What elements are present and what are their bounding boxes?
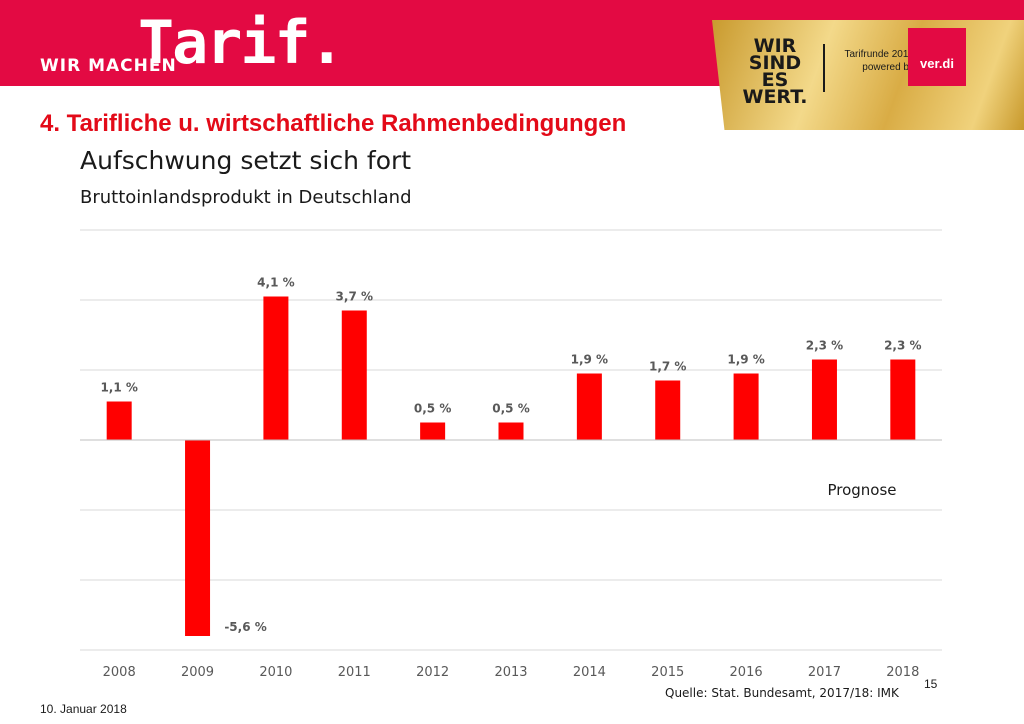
x-tick-2017: 2017 — [808, 665, 841, 680]
tarifrunde-line-1: Tarifrunde 2018 — [844, 49, 915, 60]
x-tick-2016: 2016 — [730, 665, 763, 680]
bar-2011 — [341, 310, 367, 440]
footer-date: 10. Januar 2018 — [40, 702, 127, 716]
data-label-2010: 4,1 % — [257, 276, 294, 290]
slogan-big: Tarif. — [138, 8, 345, 78]
campaign-line-2: SIND ES — [748, 52, 802, 91]
data-label-2008: 1,1 % — [100, 381, 137, 395]
chart-subtitle: Bruttoinlandsprodukt in Deutschland — [80, 187, 412, 208]
x-tick-2010: 2010 — [259, 665, 292, 680]
x-tick-2014: 2014 — [573, 665, 606, 680]
x-tick-2012: 2012 — [416, 665, 449, 680]
verdi-logo: ver.di — [908, 28, 966, 86]
bar-2013 — [498, 422, 524, 440]
data-label-2018: 2,3 % — [884, 339, 921, 353]
bar-2008 — [106, 401, 132, 440]
slogan-small: WIR MACHEN — [40, 56, 177, 76]
bar-2015 — [655, 380, 681, 440]
logo-divider — [823, 44, 825, 92]
source-note: Quelle: Stat. Bundesamt, 2017/18: IMK — [665, 686, 899, 700]
data-label-2009: -5,6 % — [224, 620, 266, 634]
tarifrunde-text: Tarifrunde 2018 powered by — [834, 48, 915, 74]
campaign-line-3: WERT. — [742, 86, 808, 108]
x-tick-2008: 2008 — [103, 665, 136, 680]
data-label-2015: 1,7 % — [649, 360, 686, 374]
section-title: 4. Tarifliche u. wirtschaftliche Rahmenb… — [40, 110, 627, 137]
prognose-annotation: Prognose — [827, 481, 896, 499]
data-label-2017: 2,3 % — [806, 339, 843, 353]
x-tick-2011: 2011 — [338, 665, 371, 680]
data-label-2016: 1,9 % — [727, 353, 764, 367]
bar-2018 — [890, 359, 916, 440]
tarifrunde-line-2: powered by — [862, 62, 914, 73]
bar-2017 — [811, 359, 837, 440]
bar-2016 — [733, 373, 759, 440]
data-label-2014: 1,9 % — [571, 353, 608, 367]
bar-2010 — [263, 296, 289, 440]
campaign-logo-background — [712, 20, 1024, 130]
bar-2012 — [420, 422, 446, 440]
campaign-line-1: WIR — [753, 35, 797, 57]
bar-2009 — [185, 440, 211, 636]
data-label-2012: 0,5 % — [414, 402, 451, 416]
x-tick-2018: 2018 — [886, 665, 919, 680]
x-tick-2015: 2015 — [651, 665, 684, 680]
data-label-2011: 3,7 % — [336, 290, 373, 304]
page-number: 15 — [924, 677, 938, 691]
data-label-2013: 0,5 % — [492, 402, 529, 416]
campaign-logo: WIR SIND ES WERT. — [735, 35, 815, 108]
x-tick-2013: 2013 — [494, 665, 527, 680]
bar-2014 — [576, 373, 602, 440]
chart-title: Aufschwung setzt sich fort — [80, 146, 412, 175]
x-tick-2009: 2009 — [181, 665, 214, 680]
